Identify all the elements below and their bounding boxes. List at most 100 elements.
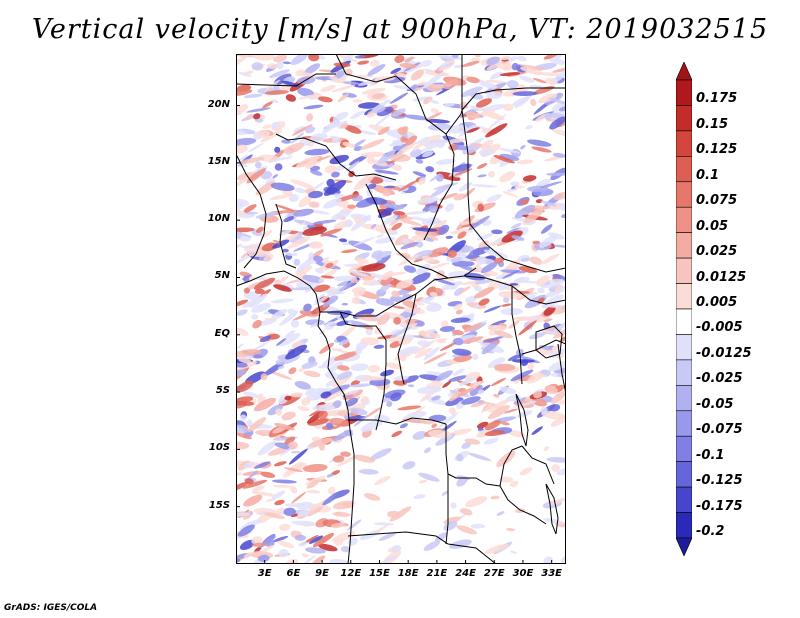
velocity-patch: [451, 163, 472, 173]
velocity-patch: [521, 257, 531, 262]
velocity-patch: [252, 485, 265, 492]
velocity-patch: [473, 286, 495, 299]
velocity-patch: [522, 175, 537, 182]
velocity-patch: [243, 291, 260, 301]
velocity-patch: [336, 164, 347, 171]
velocity-patch: [539, 181, 563, 189]
lat-tick-label: 15S: [208, 499, 230, 511]
velocity-patch: [531, 373, 547, 378]
velocity-patch: [349, 407, 368, 416]
velocity-patch: [443, 79, 459, 90]
lake-malawi: [545, 483, 559, 535]
velocity-patch: [486, 91, 503, 100]
velocity-patch: [266, 63, 278, 69]
velocity-patch: [360, 376, 387, 381]
velocity-patch: [366, 406, 382, 418]
map-title: Vertical velocity [m/s] at 900hPa, VT: 2…: [31, 14, 769, 45]
velocity-patch: [331, 210, 352, 221]
velocity-patch: [287, 236, 311, 249]
velocity-patch: [350, 363, 369, 372]
velocity-patch: [549, 404, 561, 412]
velocity-patch: [381, 190, 391, 197]
velocity-patch: [327, 361, 344, 373]
velocity-patch: [339, 238, 348, 243]
velocity-patch: [240, 245, 259, 249]
velocity-patch: [360, 396, 369, 404]
velocity-patch: [415, 136, 431, 145]
velocity-patch: [236, 343, 244, 349]
velocity-patch: [384, 185, 396, 189]
border-west-2: [275, 203, 297, 269]
velocity-patch: [514, 185, 525, 189]
velocity-patch: [288, 367, 297, 375]
velocity-patch: [371, 105, 386, 114]
velocity-patch: [255, 226, 264, 234]
velocity-patch: [325, 262, 334, 269]
velocity-patch: [519, 467, 533, 476]
velocity-patch: [421, 255, 434, 263]
velocity-patch: [488, 398, 510, 413]
velocity-patch: [459, 508, 473, 516]
velocity-patch: [254, 546, 262, 553]
velocity-patch: [243, 391, 260, 399]
velocity-patch: [477, 174, 487, 178]
velocity-patch: [301, 553, 310, 558]
velocity-patch: [236, 309, 248, 316]
velocity-patch: [403, 216, 414, 221]
velocity-patch: [490, 495, 500, 500]
velocity-patch: [324, 389, 347, 402]
velocity-patch: [529, 332, 546, 340]
velocity-patch: [552, 152, 566, 158]
velocity-patch: [486, 194, 502, 203]
velocity-patch: [491, 377, 506, 387]
velocity-patch: [236, 254, 252, 265]
velocity-patch: [274, 163, 283, 171]
velocity-patch: [384, 99, 392, 104]
lon-tick-label: 24E: [455, 568, 476, 579]
velocity-patch: [353, 454, 376, 463]
velocity-patch: [531, 426, 543, 435]
velocity-patch: [465, 295, 477, 303]
velocity-patch: [427, 247, 449, 258]
colorbar-segment: [676, 334, 692, 361]
velocity-patch: [243, 494, 263, 507]
velocity-patch: [352, 139, 366, 148]
velocity-patch: [322, 299, 334, 308]
velocity-patch: [263, 253, 274, 263]
velocity-patch: [543, 446, 550, 451]
velocity-patch: [332, 429, 353, 442]
velocity-patch: [236, 350, 247, 358]
velocity-patch: [269, 193, 293, 201]
velocity-patch: [283, 467, 304, 473]
velocity-patch: [520, 199, 529, 205]
velocity-patch: [367, 92, 388, 101]
velocity-patch: [413, 494, 426, 499]
velocity-patch: [327, 486, 336, 495]
velocity-patch: [548, 97, 566, 106]
velocity-patch: [424, 354, 432, 358]
velocity-patch: [453, 303, 463, 310]
velocity-patch: [239, 539, 256, 551]
velocity-patch: [492, 257, 505, 264]
velocity-patch: [264, 512, 286, 519]
border-north-5: [423, 133, 455, 241]
velocity-patch: [236, 144, 248, 154]
velocity-patch: [412, 227, 438, 232]
lake-tanganyika: [515, 393, 529, 447]
velocity-patch: [512, 91, 538, 97]
velocity-patch: [296, 156, 320, 168]
velocity-patch: [343, 389, 360, 396]
colorbar-segment: [676, 206, 692, 233]
velocity-patch: [290, 513, 300, 518]
velocity-patch: [447, 249, 457, 258]
velocity-patch: [302, 463, 328, 473]
velocity-patch: [486, 79, 506, 84]
velocity-patch: [361, 275, 376, 281]
velocity-patch: [403, 307, 426, 314]
colorbar-segment: [676, 486, 692, 513]
colorbar-level-label: -0.025: [696, 371, 743, 387]
velocity-patch: [439, 62, 452, 69]
velocity-patch: [247, 417, 267, 432]
velocity-patch: [281, 139, 292, 144]
velocity-patch: [236, 109, 242, 116]
